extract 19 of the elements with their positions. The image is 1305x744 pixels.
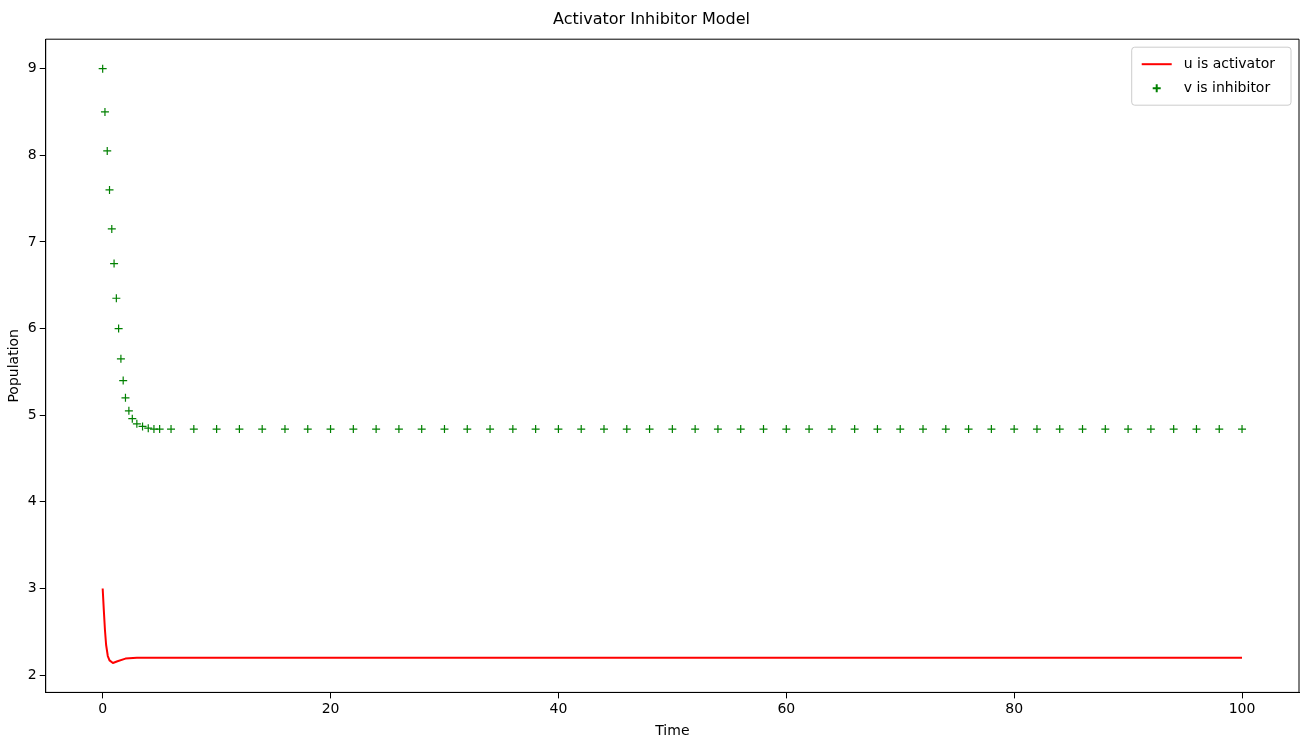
y-tick-label: 5 (27, 405, 37, 422)
y-tick-label: 8 (27, 145, 37, 162)
chart-title: Activator Inhibitor Model (553, 8, 750, 28)
x-tick-label: 40 (549, 700, 568, 717)
x-tick-label: 0 (98, 700, 108, 717)
y-tick-label: 4 (27, 492, 37, 509)
x-tick-label: 20 (321, 700, 340, 717)
x-tick-label: 60 (777, 700, 796, 717)
y-axis-title: Population (5, 329, 22, 403)
y-tick-label: 3 (27, 579, 37, 596)
y-tick-label: 6 (27, 319, 37, 336)
legend-label: u is activator (1183, 54, 1276, 71)
x-tick-label: 80 (1005, 700, 1024, 717)
x-tick-label: 100 (1228, 700, 1256, 717)
y-tick-label: 9 (27, 59, 37, 76)
y-tick-label: 7 (27, 232, 37, 249)
y-tick-label: 2 (27, 665, 37, 682)
x-axis-title: Time (654, 722, 690, 739)
legend-label: v is inhibitor (1183, 78, 1271, 95)
